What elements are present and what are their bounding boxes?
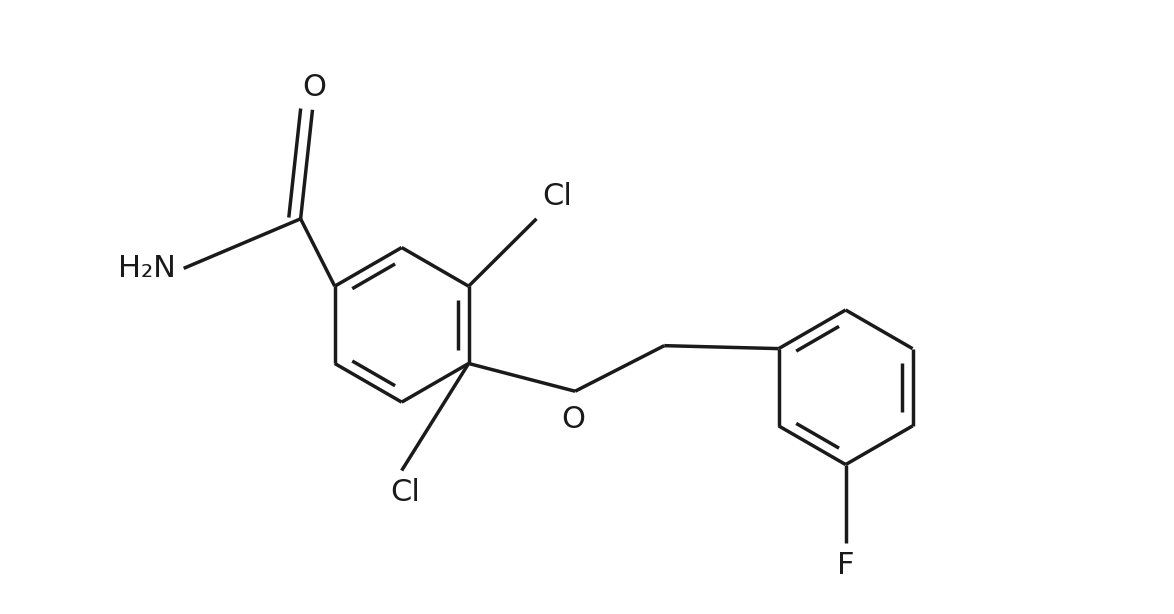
Text: H₂N: H₂N	[117, 254, 176, 283]
Text: F: F	[837, 551, 855, 580]
Text: Cl: Cl	[391, 478, 420, 507]
Text: O: O	[561, 405, 585, 434]
Text: O: O	[303, 73, 326, 102]
Text: Cl: Cl	[542, 182, 572, 211]
